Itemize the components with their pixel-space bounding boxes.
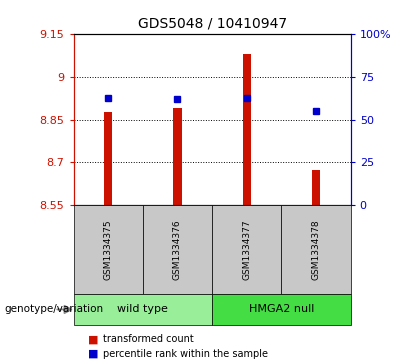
Text: GSM1334375: GSM1334375 <box>104 219 113 280</box>
Text: transformed count: transformed count <box>103 334 194 344</box>
Text: GSM1334377: GSM1334377 <box>242 219 251 280</box>
Text: ■: ■ <box>88 334 99 344</box>
Bar <box>312 170 320 205</box>
Text: ■: ■ <box>88 349 99 359</box>
Bar <box>104 112 112 205</box>
Bar <box>173 107 181 205</box>
Text: GSM1334376: GSM1334376 <box>173 219 182 280</box>
Text: GSM1334378: GSM1334378 <box>312 219 320 280</box>
Text: percentile rank within the sample: percentile rank within the sample <box>103 349 268 359</box>
Text: HMGA2 null: HMGA2 null <box>249 305 314 314</box>
Title: GDS5048 / 10410947: GDS5048 / 10410947 <box>137 17 287 30</box>
Text: wild type: wild type <box>117 305 168 314</box>
Bar <box>243 53 251 205</box>
Text: genotype/variation: genotype/variation <box>4 305 103 314</box>
